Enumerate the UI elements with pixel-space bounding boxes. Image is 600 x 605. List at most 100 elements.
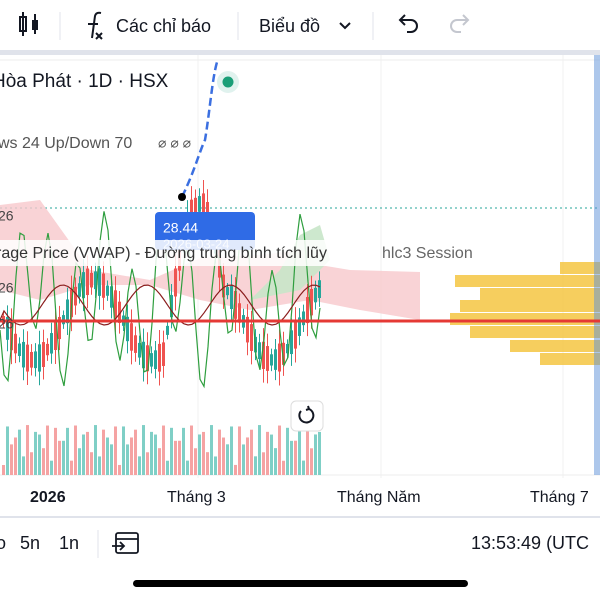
indicators-icon[interactable] [88, 11, 103, 40]
volume-bar [18, 429, 21, 475]
volume-bar [26, 425, 29, 475]
candle [282, 342, 285, 365]
volume-bar [210, 425, 213, 475]
candle [262, 341, 265, 369]
volume-bar [22, 456, 25, 475]
volume-bar [42, 448, 45, 475]
chevron[interactable] [339, 22, 351, 30]
interval-button[interactable]: 1n [59, 533, 79, 553]
reset-button[interactable] [290, 400, 324, 432]
volume-bar [186, 460, 189, 475]
candle [154, 350, 157, 370]
undo-button[interactable] [398, 14, 418, 33]
volume-bar [58, 440, 61, 475]
candle [38, 344, 41, 372]
volume-bar [182, 427, 185, 475]
toolbar [0, 0, 600, 52]
price-label: 26 [0, 280, 14, 296]
volume-bar [174, 440, 177, 475]
volume-bar [318, 431, 321, 475]
volume-bar [110, 444, 113, 475]
volume-bar [262, 452, 265, 475]
candle [90, 272, 93, 288]
chart-type-button[interactable]: Biểu đồ [259, 16, 320, 36]
interval-button[interactable]: 5n [20, 533, 40, 553]
volume-bar [306, 425, 309, 475]
volume-bar [226, 444, 229, 475]
volume-bar [66, 427, 69, 475]
volume-bar [222, 437, 225, 475]
vwap-settings: hlc3 Session [382, 245, 473, 262]
home-indicator [133, 580, 468, 587]
volume-profile-bar [560, 262, 600, 274]
candle [302, 311, 305, 326]
redo-button[interactable] [450, 14, 470, 33]
candle [266, 346, 269, 371]
candle [166, 325, 169, 335]
candle [30, 351, 33, 368]
volume-profile-bar [540, 353, 600, 365]
price-label: 26 [0, 316, 14, 332]
interval-button[interactable]: o [0, 533, 6, 553]
volume-bar [106, 437, 109, 475]
candle [114, 290, 117, 319]
volume-bar [314, 434, 317, 475]
candle [150, 353, 153, 367]
indicators-button[interactable]: Các chỉ báo [116, 16, 211, 36]
volume-bar [178, 440, 181, 475]
volume-bar [150, 431, 153, 475]
volume-bar [286, 427, 289, 475]
candle [6, 316, 9, 340]
volume-bar [154, 434, 157, 475]
toolbar-divider [0, 50, 600, 55]
candle [106, 285, 109, 296]
projection-line [180, 61, 219, 198]
candle [146, 345, 149, 372]
volume-bar [278, 425, 281, 475]
candle [58, 316, 61, 340]
time-label: Tháng Năm [337, 489, 421, 506]
candle [82, 272, 85, 299]
candle [102, 273, 105, 298]
volume-bar [298, 427, 301, 475]
volume-bar [290, 440, 293, 475]
candle [66, 299, 69, 324]
volume-bar [70, 460, 73, 475]
crosshair-price: 28.44 [163, 220, 198, 236]
icon-part [115, 532, 139, 554]
volume-bar [94, 425, 97, 475]
volume-profile-bar [450, 313, 600, 325]
volume-profile-bar [480, 288, 600, 300]
candle [34, 351, 37, 369]
volume-bar [198, 434, 201, 475]
candle [226, 287, 229, 296]
candle [130, 323, 133, 351]
status-dot [222, 76, 234, 88]
candle [250, 324, 253, 351]
candle [238, 303, 241, 323]
clock: 13:53:49 (UTC [471, 533, 589, 553]
candle [306, 296, 309, 324]
goto-date-button[interactable] [112, 532, 139, 554]
price-scale-edge [594, 55, 600, 475]
volume-bar [294, 440, 297, 475]
candle [294, 320, 297, 349]
candle [318, 280, 321, 299]
volume-bar [62, 440, 65, 475]
volume-bar [230, 426, 233, 475]
candles-icon[interactable] [19, 12, 38, 36]
volume-bar [206, 452, 209, 475]
candle [110, 286, 113, 308]
candle [78, 283, 81, 297]
candle [234, 290, 237, 319]
candle [278, 343, 281, 372]
volume-bar [86, 431, 89, 475]
vwap-legend: rage Price (VWAP) - Đường trung bình tíc… [0, 245, 327, 262]
candle [286, 344, 289, 354]
candle [126, 316, 129, 342]
legend-backdrop [0, 240, 375, 266]
candle [162, 342, 165, 366]
volume-bar [14, 437, 17, 475]
candle [222, 274, 225, 298]
